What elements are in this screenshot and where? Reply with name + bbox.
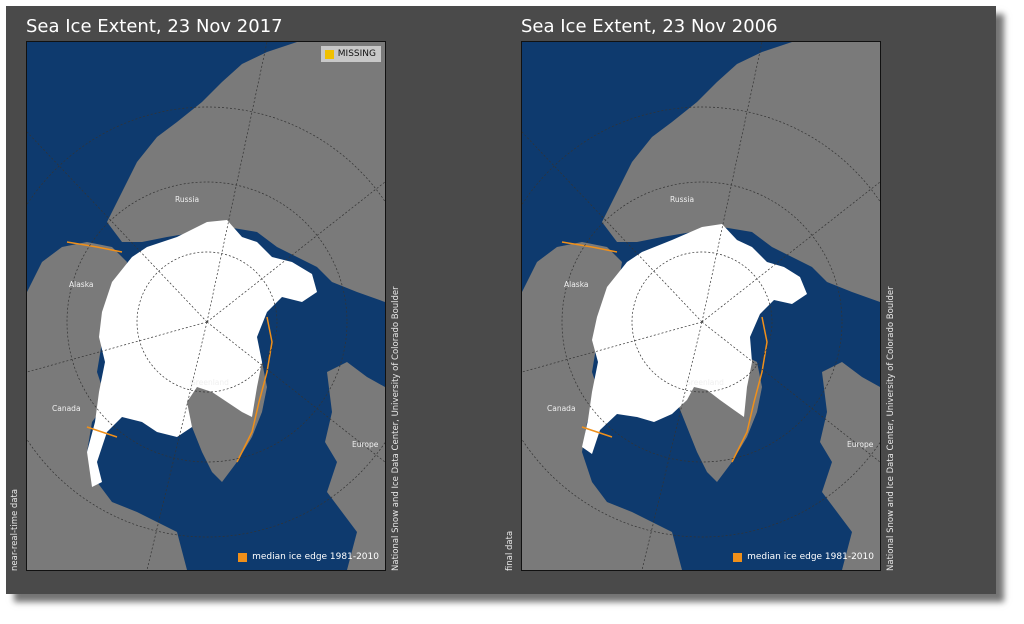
label-europe: Europe <box>847 440 874 449</box>
sea-ice-map: Russia Alaska Canada Greenland Europe MI… <box>26 41 386 571</box>
sea-ice <box>582 224 807 454</box>
data-type-label: near-real-time data <box>10 488 20 571</box>
graticule <box>27 42 385 570</box>
arctic-map-svg <box>27 42 385 570</box>
median-ice-edge <box>561 241 768 463</box>
sea-ice <box>87 220 317 487</box>
label-europe: Europe <box>352 440 379 449</box>
credit-label: National Snow and Ice Data Center, Unive… <box>886 286 896 571</box>
label-canada: Canada <box>52 404 81 413</box>
panel-2006: Sea Ice Extent, 23 Nov 2006 <box>501 6 991 594</box>
figure-frame: Sea Ice Extent, 23 Nov 2017 <box>6 6 996 594</box>
median-label: median ice edge 1981-2010 <box>252 552 379 562</box>
graticule <box>522 42 880 570</box>
europe-land <box>325 362 385 570</box>
arctic-map-svg <box>522 42 880 570</box>
label-greenland: Greenland <box>685 378 724 387</box>
missing-label: MISSING <box>337 49 376 59</box>
median-ice-edge <box>66 241 273 463</box>
data-type-label: final data <box>505 530 515 571</box>
median-legend: median ice edge 1981-2010 <box>238 552 379 562</box>
median-label: median ice edge 1981-2010 <box>747 552 874 562</box>
missing-swatch <box>324 49 334 59</box>
label-alaska: Alaska <box>564 280 589 289</box>
median-swatch <box>733 552 743 562</box>
missing-legend: MISSING <box>320 46 381 62</box>
panel-title: Sea Ice Extent, 23 Nov 2006 <box>521 16 778 37</box>
median-legend: median ice edge 1981-2010 <box>733 552 874 562</box>
panel-title: Sea Ice Extent, 23 Nov 2017 <box>26 16 283 37</box>
credit-label: National Snow and Ice Data Center, Unive… <box>391 286 401 571</box>
panel-2017: Sea Ice Extent, 23 Nov 2017 <box>6 6 496 594</box>
europe-land <box>820 362 880 570</box>
label-canada: Canada <box>547 404 576 413</box>
label-alaska: Alaska <box>69 280 94 289</box>
label-russia: Russia <box>175 195 200 204</box>
sea-ice-map: Russia Alaska Canada Greenland Europe me… <box>521 41 881 571</box>
median-swatch <box>238 552 248 562</box>
label-russia: Russia <box>670 195 695 204</box>
label-greenland: Greenland <box>190 378 229 387</box>
